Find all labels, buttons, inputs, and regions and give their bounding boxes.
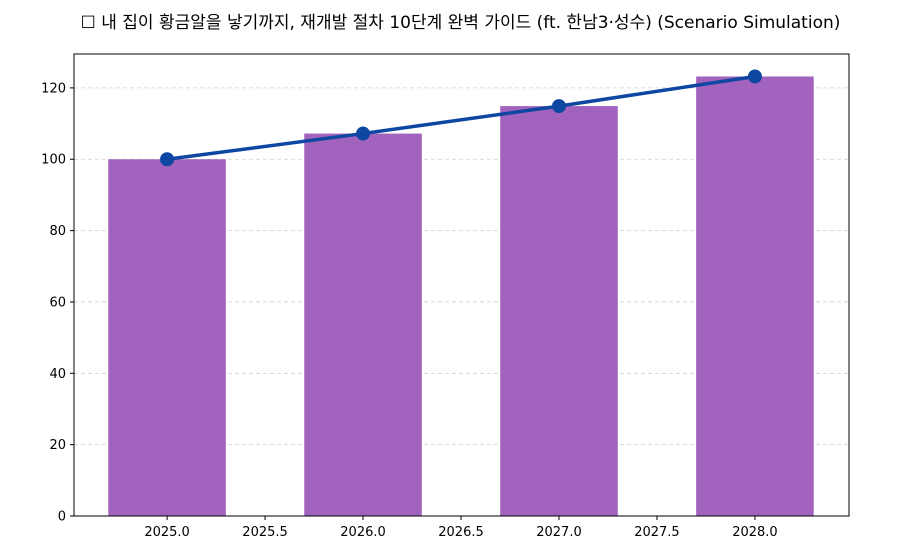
y-tick-label: 60 [49, 295, 66, 310]
y-tick-label: 40 [49, 367, 66, 382]
bar [304, 133, 422, 516]
x-tick-label: 2025.5 [242, 525, 288, 540]
y-tick-label: 100 [41, 153, 66, 168]
bar [696, 76, 814, 516]
bar [108, 159, 226, 517]
line-point [160, 152, 175, 167]
line-point [356, 126, 371, 141]
x-tick-label: 2026.0 [340, 525, 386, 540]
x-tick-label: 2027.0 [536, 525, 582, 540]
chart-title: ☐ 내 집이 황금알을 낳기까지, 재개발 절차 10단계 완벽 가이드 (ft… [80, 13, 841, 33]
series-line [166, 74, 756, 161]
line-point [747, 69, 762, 84]
x-tick-label: 2028.0 [732, 525, 778, 540]
y-tick-label: 120 [41, 81, 66, 96]
line-point [551, 99, 566, 114]
bar [500, 106, 618, 516]
y-tick-label: 80 [49, 224, 66, 239]
x-tick-label: 2026.5 [438, 525, 484, 540]
y-tick-label: 0 [58, 510, 66, 525]
x-tick-label: 2025.0 [144, 525, 190, 540]
x-tick-label: 2027.5 [634, 525, 680, 540]
y-tick-label: 20 [49, 438, 66, 453]
